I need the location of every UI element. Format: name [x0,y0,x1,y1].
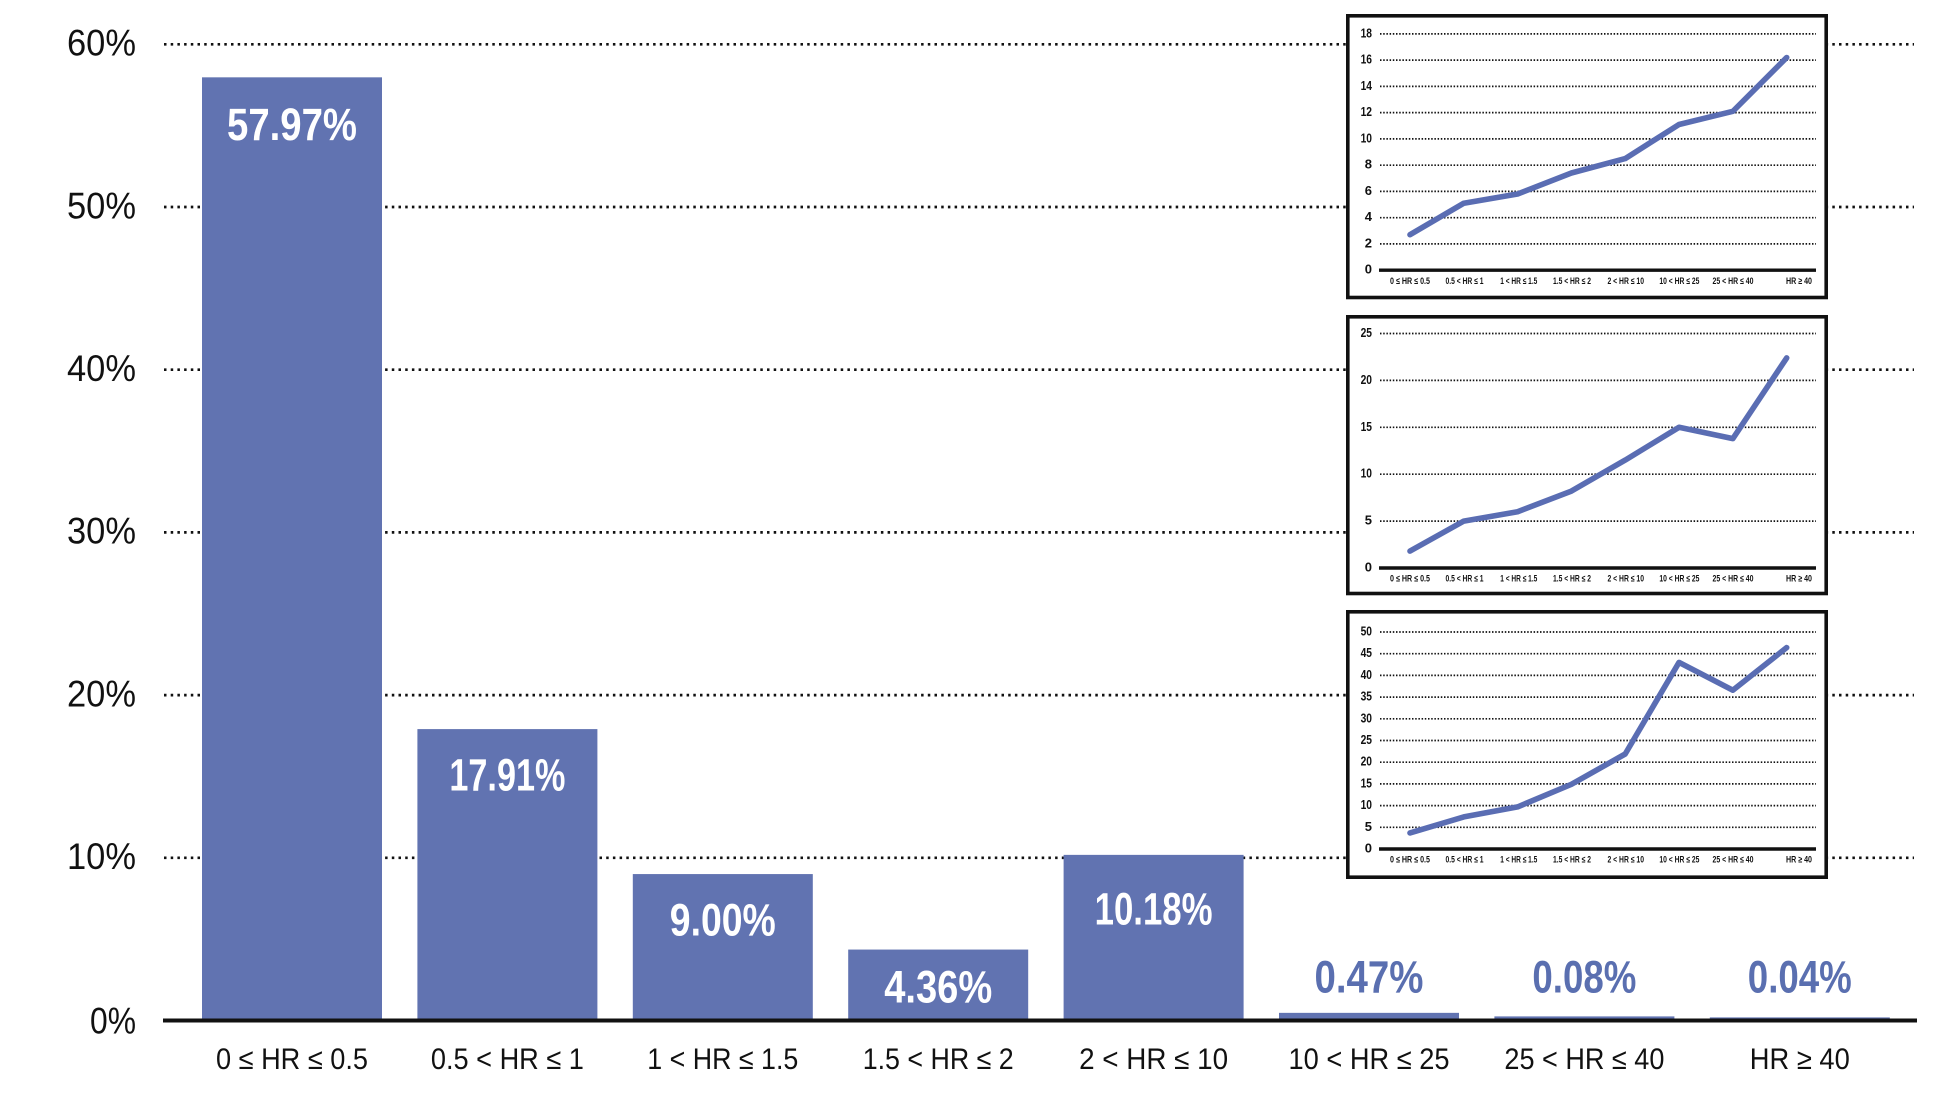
svg-text:25 < HR ≤ 40: 25 < HR ≤ 40 [1713,574,1754,584]
svg-text:50%: 50% [67,185,136,226]
svg-text:50: 50 [1361,624,1372,639]
svg-text:0.5 < HR ≤ 1: 0.5 < HR ≤ 1 [1446,574,1484,584]
svg-text:2 < HR ≤ 10: 2 < HR ≤ 10 [1079,1043,1228,1076]
svg-text:25: 25 [1361,732,1372,747]
svg-text:8: 8 [1365,157,1372,172]
svg-text:20: 20 [1361,372,1372,387]
svg-text:HR ≥ 40: HR ≥ 40 [1750,1043,1850,1076]
svg-text:14: 14 [1361,78,1373,93]
svg-text:0%: 0% [90,1001,136,1042]
svg-text:1 < HR ≤ 1.5: 1 < HR ≤ 1.5 [1500,574,1537,584]
svg-text:5: 5 [1365,513,1372,528]
svg-text:0.04%: 0.04% [1748,952,1852,1003]
svg-text:10 < HR ≤ 25: 10 < HR ≤ 25 [1659,574,1699,584]
svg-text:0.08%: 0.08% [1532,952,1636,1003]
svg-text:10 < HR ≤ 25: 10 < HR ≤ 25 [1289,1043,1450,1076]
svg-text:1.5 < HR ≤ 2: 1.5 < HR ≤ 2 [1553,276,1591,286]
svg-text:HR ≥ 40: HR ≥ 40 [1786,855,1812,865]
svg-text:25 < HR ≤ 40: 25 < HR ≤ 40 [1713,855,1754,865]
svg-text:35: 35 [1361,689,1372,704]
svg-text:10: 10 [1361,466,1372,481]
svg-text:25 < HR ≤ 40: 25 < HR ≤ 40 [1504,1043,1664,1076]
svg-text:0 ≤ HR ≤ 0.5: 0 ≤ HR ≤ 0.5 [216,1043,368,1076]
svg-text:10%: 10% [67,836,136,877]
svg-text:10 < HR ≤ 25: 10 < HR ≤ 25 [1659,276,1699,286]
svg-text:5: 5 [1365,819,1372,834]
svg-text:0.47%: 0.47% [1315,952,1424,1003]
svg-text:20%: 20% [67,673,136,714]
svg-text:4.36%: 4.36% [884,962,992,1013]
svg-text:20: 20 [1361,754,1372,769]
svg-text:30: 30 [1361,710,1372,725]
svg-text:6: 6 [1365,183,1372,198]
svg-text:1 < HR ≤ 1.5: 1 < HR ≤ 1.5 [1500,855,1537,865]
svg-text:2 < HR ≤ 10: 2 < HR ≤ 10 [1608,855,1645,865]
svg-text:HR ≥ 40: HR ≥ 40 [1786,276,1812,286]
svg-text:10: 10 [1361,797,1372,812]
svg-text:57.97%: 57.97% [227,99,357,150]
svg-text:0: 0 [1365,262,1372,277]
svg-text:40: 40 [1361,667,1372,682]
svg-text:17.91%: 17.91% [449,750,565,801]
svg-text:18: 18 [1361,25,1372,40]
svg-text:0 ≤ HR ≤ 0.5: 0 ≤ HR ≤ 0.5 [1390,855,1430,865]
svg-text:15: 15 [1361,419,1372,434]
svg-text:0.5 < HR ≤ 1: 0.5 < HR ≤ 1 [431,1043,584,1076]
svg-text:2 < HR ≤ 10: 2 < HR ≤ 10 [1608,574,1645,584]
svg-text:0 ≤ HR ≤ 0.5: 0 ≤ HR ≤ 0.5 [1390,276,1430,286]
svg-text:0.5 < HR ≤ 1: 0.5 < HR ≤ 1 [1446,855,1484,865]
svg-text:0 ≤ HR ≤ 0.5: 0 ≤ HR ≤ 0.5 [1390,574,1430,584]
svg-text:25 < HR ≤ 40: 25 < HR ≤ 40 [1713,276,1754,286]
svg-text:10.18%: 10.18% [1095,884,1213,935]
svg-text:40%: 40% [67,348,136,389]
svg-text:0: 0 [1365,560,1372,575]
svg-text:25: 25 [1361,325,1372,340]
svg-text:60%: 60% [67,23,136,64]
svg-text:2 < HR ≤ 10: 2 < HR ≤ 10 [1608,276,1645,286]
svg-text:1.5 < HR ≤ 2: 1.5 < HR ≤ 2 [1553,855,1591,865]
svg-text:9.00%: 9.00% [670,895,776,946]
svg-text:HR ≥ 40: HR ≥ 40 [1786,574,1812,584]
svg-text:12: 12 [1361,104,1372,119]
svg-text:10: 10 [1361,130,1372,145]
svg-text:1 < HR ≤ 1.5: 1 < HR ≤ 1.5 [1500,276,1537,286]
svg-text:30%: 30% [67,511,136,552]
svg-text:16: 16 [1361,52,1372,67]
svg-text:1.5 < HR ≤ 2: 1.5 < HR ≤ 2 [863,1043,1014,1076]
svg-text:4: 4 [1365,209,1373,224]
svg-text:0.5 < HR ≤ 1: 0.5 < HR ≤ 1 [1446,276,1484,286]
svg-text:1 < HR ≤ 1.5: 1 < HR ≤ 1.5 [647,1043,798,1076]
svg-text:2: 2 [1365,235,1372,250]
svg-text:10 < HR ≤ 25: 10 < HR ≤ 25 [1659,855,1699,865]
svg-text:15: 15 [1361,775,1372,790]
svg-text:0: 0 [1365,841,1372,856]
svg-text:45: 45 [1361,645,1372,660]
svg-text:1.5 < HR ≤ 2: 1.5 < HR ≤ 2 [1553,574,1591,584]
